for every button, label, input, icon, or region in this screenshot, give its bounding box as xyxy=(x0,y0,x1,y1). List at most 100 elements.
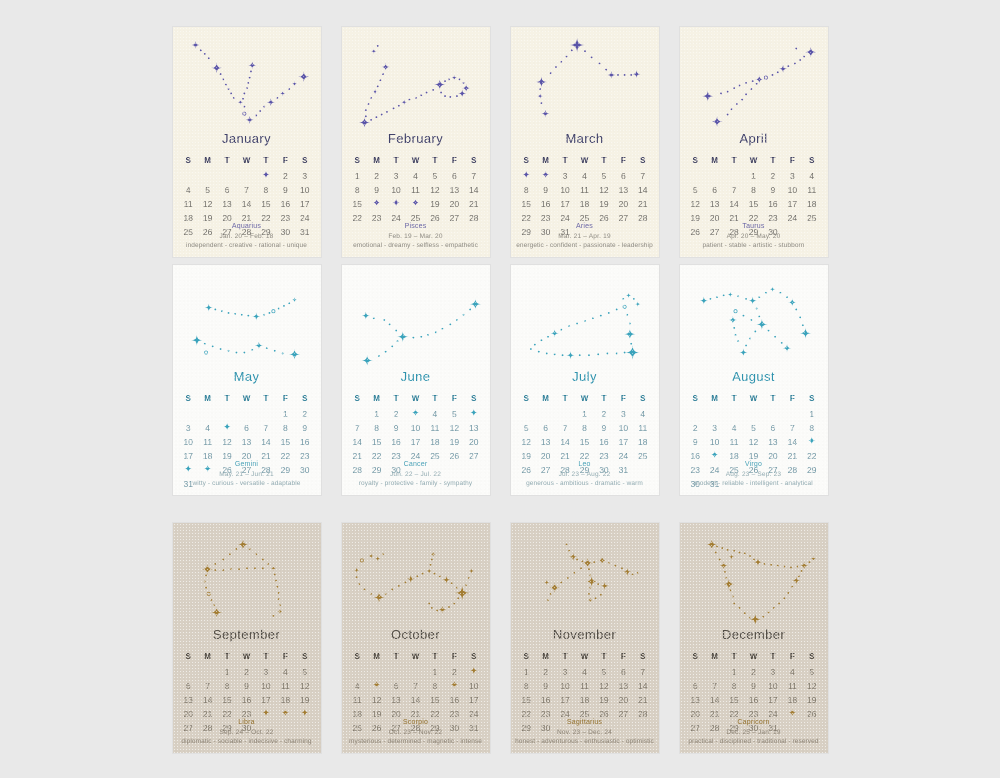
constellation-dot xyxy=(757,315,760,318)
date-cell: 26 xyxy=(521,465,531,475)
star-icon xyxy=(622,567,631,576)
constellation-dot xyxy=(780,341,783,344)
date-cell: 17 xyxy=(787,199,798,209)
month-title: November xyxy=(552,627,617,642)
zodiac-range: Dec. 25 – Jan. 19 xyxy=(726,728,781,736)
constellation-dot xyxy=(748,616,751,619)
date-cell: 27 xyxy=(690,723,700,733)
weekday-label: M xyxy=(373,156,380,165)
constellation-dot xyxy=(262,313,265,316)
date-cell: 15 xyxy=(280,437,291,447)
constellation-dot xyxy=(209,599,212,601)
constellation-dot xyxy=(248,548,251,550)
constellation-dot xyxy=(763,563,765,565)
date-grid: 1 2 3 4 5 6 7 8 9 10 11 12 13 14 15 16 17 18 19 20 21 22 23 ✦ ✦ ✦… xyxy=(179,665,315,735)
constellation-dot xyxy=(625,313,628,316)
date-cell: 13 xyxy=(768,437,778,447)
date-cell: 22 xyxy=(222,709,232,719)
date-cell: 25 xyxy=(579,213,590,223)
weekday-label: M xyxy=(373,394,380,403)
weekday-label: T xyxy=(601,394,607,403)
date-cell: 9 xyxy=(543,185,548,195)
date-grid: 1 2 3 4 5 6 7 8 9 10 11 12 13 14 15 16 17 18 19 20 21 22 23 24 2… xyxy=(517,665,653,735)
empty-cell xyxy=(705,169,724,183)
empty-cell xyxy=(555,407,574,421)
weekday-label: T xyxy=(432,394,438,403)
weekday-label: T xyxy=(432,652,438,661)
star-date-icon: ✦ xyxy=(807,436,816,447)
date-cell: 18 xyxy=(183,213,193,223)
constellation-dot xyxy=(793,62,796,65)
star-icon xyxy=(430,551,436,557)
date-cell: 30 xyxy=(280,227,291,237)
constellation-dot xyxy=(431,89,434,91)
date-cell: 31 xyxy=(560,227,570,237)
weekday-label: T xyxy=(601,652,607,661)
empty-cell xyxy=(686,665,705,679)
zodiac-traits: modest - reliable - intelligent - analyt… xyxy=(694,480,813,487)
date-cell: 9 xyxy=(282,185,288,195)
date-cell: 8 xyxy=(731,681,737,691)
date-cell: 4 xyxy=(789,667,795,677)
date-cell: 11 xyxy=(280,681,290,691)
date-cell: 21 xyxy=(352,451,362,461)
constellation-dot xyxy=(726,548,728,551)
constellation-dot xyxy=(384,350,387,353)
date-cell: 13 xyxy=(540,437,551,447)
constellation-dot xyxy=(287,88,290,90)
constellation-dot xyxy=(607,312,610,314)
star-date-icon: ✦ xyxy=(411,198,420,209)
date-cell: 20 xyxy=(469,437,479,447)
constellation-dot xyxy=(590,56,592,59)
constellation-dot xyxy=(381,73,384,75)
date-cell: 23 xyxy=(371,213,382,223)
constellation-dot xyxy=(397,104,400,107)
date-cell: 15 xyxy=(371,437,382,447)
date-cell: 20 xyxy=(540,451,551,461)
date-cell: 3 xyxy=(562,171,568,181)
date-cell: 10 xyxy=(768,681,778,691)
star-icon xyxy=(755,318,768,330)
constellation-dot xyxy=(221,569,224,571)
empty-cell xyxy=(217,407,236,421)
date-cell: 7 xyxy=(731,185,737,195)
constellation-dot xyxy=(800,570,802,572)
date-cell: 19 xyxy=(807,695,817,705)
star-icon xyxy=(396,331,408,343)
weekday-label: W xyxy=(242,156,251,165)
date-cell: 22 xyxy=(748,213,759,223)
constellation-dot xyxy=(443,80,446,83)
date-cell: 11 xyxy=(411,185,420,195)
date-cell: 5 xyxy=(523,423,529,433)
date-grid: 1 2 3 4 5 6 7 8 9 10 11 12 13 14 15 16 17 18 19 20 21 22 23 24 2… xyxy=(517,407,653,477)
date-cell: 28 xyxy=(638,709,648,719)
constellation-dot xyxy=(628,322,631,325)
date-cell: 1 xyxy=(282,409,288,419)
constellation-dot xyxy=(538,88,541,90)
date-cell: 1 xyxy=(374,409,379,419)
empty-cell xyxy=(237,169,256,183)
date-cell: 14 xyxy=(241,199,252,209)
constellation-dot xyxy=(462,313,464,316)
constellation-dot xyxy=(596,353,599,356)
constellation-dot xyxy=(382,319,385,321)
constellation-dot xyxy=(566,577,569,579)
date-cell: 10 xyxy=(469,681,479,691)
date-cell: 7 xyxy=(354,423,360,433)
weekday-label: T xyxy=(562,652,568,661)
empty-cell xyxy=(686,407,705,421)
date-cell: 12 xyxy=(599,185,609,195)
constellation-dot xyxy=(567,549,570,552)
date-cell: 19 xyxy=(690,213,700,223)
constellation-dot xyxy=(376,45,379,47)
date-cell: 25 xyxy=(807,213,817,223)
date-cell: 7 xyxy=(244,185,249,195)
constellation-dot xyxy=(797,575,800,578)
weekday-label: M xyxy=(204,156,211,165)
constellation-dot xyxy=(273,349,276,352)
constellation-dot xyxy=(744,81,747,84)
constellation-dot xyxy=(468,308,471,311)
date-cell: 12 xyxy=(430,185,440,195)
month-title: May xyxy=(233,369,260,384)
